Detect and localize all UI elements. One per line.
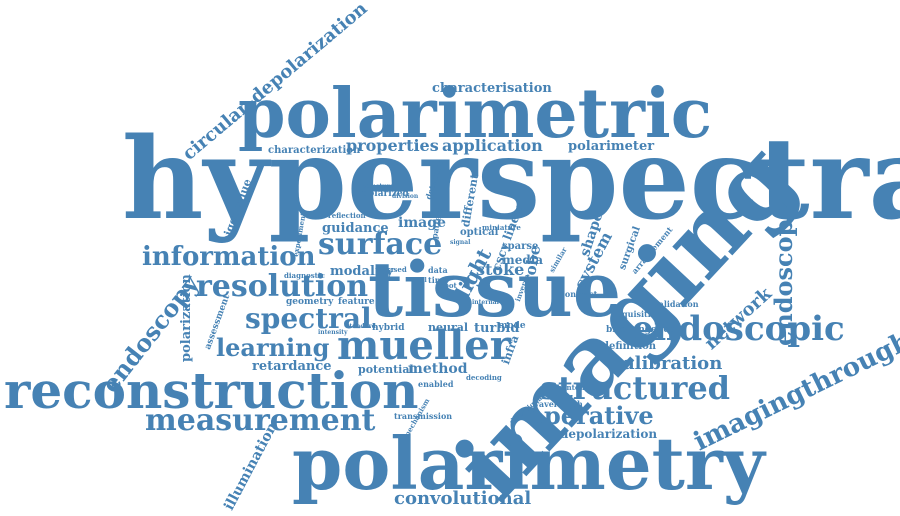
word: modality — [330, 264, 394, 279]
word: characterization — [268, 145, 361, 156]
word: data — [428, 265, 448, 275]
word: transmission — [394, 411, 453, 421]
word: endoscopic — [632, 309, 845, 349]
word: definition — [602, 341, 657, 352]
word: surface — [318, 227, 443, 262]
word: acquisition — [612, 309, 662, 319]
word: diagnostic — [284, 271, 325, 280]
word: polarization — [179, 274, 194, 362]
word: wavelength — [532, 399, 583, 409]
word: structure — [362, 183, 394, 190]
word: signal — [450, 239, 471, 246]
word: endoscope — [769, 204, 798, 346]
word: sparse — [502, 241, 539, 252]
word: reconstruction — [4, 361, 419, 420]
word: tissue — [368, 245, 622, 334]
word: measurement — [145, 403, 376, 438]
word: birefringence — [606, 325, 675, 335]
word: media — [502, 253, 544, 267]
word: polarimeter — [568, 139, 655, 154]
word: characterisation — [432, 81, 552, 96]
word: calibration — [612, 353, 723, 374]
word: geometry — [286, 297, 334, 307]
word: learning — [216, 333, 330, 362]
word: mode — [498, 321, 526, 331]
word: retardance — [252, 359, 332, 374]
word: structured — [540, 369, 731, 407]
word: application — [442, 136, 543, 155]
word: information — [142, 242, 316, 272]
word: polarized — [362, 189, 409, 199]
word: enabled — [418, 379, 454, 389]
word: spectral — [245, 302, 372, 335]
word: resolution — [196, 269, 369, 304]
word: time — [428, 275, 449, 285]
word: stoke — [476, 260, 525, 279]
word: feature — [338, 297, 375, 307]
word: depolarization — [560, 427, 658, 441]
word: neural — [428, 321, 469, 334]
word: validation — [654, 299, 699, 309]
word: based — [384, 265, 407, 274]
word: dual — [412, 277, 427, 284]
word: intensity — [318, 329, 348, 336]
word: properties — [346, 136, 439, 155]
word: method — [408, 361, 468, 377]
word: operative — [528, 401, 654, 430]
word: guidance — [322, 221, 389, 236]
word: hybrid — [372, 323, 405, 333]
word: contrast — [560, 289, 598, 299]
word: optical — [460, 227, 499, 238]
word: image — [398, 215, 446, 231]
word: spot — [440, 281, 457, 290]
word: miniature — [482, 223, 521, 232]
word: phantom — [552, 383, 587, 392]
word: polarimetry — [292, 421, 765, 506]
word: polarimetric — [238, 74, 713, 154]
word: convolutional — [394, 488, 532, 509]
word: hyperspectral — [122, 114, 900, 245]
word: reflection — [328, 211, 366, 220]
word: internal — [472, 299, 499, 306]
word: division — [392, 193, 419, 200]
word: potential — [358, 363, 414, 376]
word: decoding — [466, 373, 502, 382]
word: mueller — [337, 322, 511, 369]
word: standard — [346, 323, 376, 330]
word: turbid — [474, 321, 520, 336]
